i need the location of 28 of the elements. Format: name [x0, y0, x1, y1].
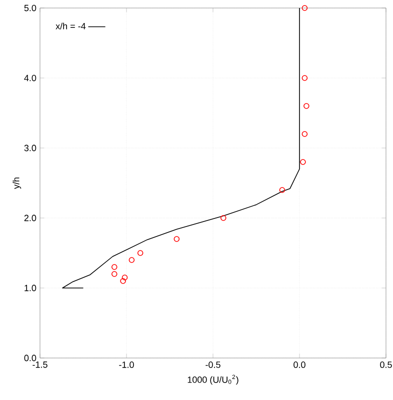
point	[128, 257, 135, 263]
y-axis-title: y/h	[12, 178, 22, 189]
x-tick-label: 0.0	[294, 362, 306, 368]
y-tick-label: 0.0	[24, 354, 36, 362]
y-tick-label: 3.0	[24, 144, 36, 152]
x-tick-label: -1.5	[32, 362, 48, 368]
point	[174, 236, 180, 242]
point	[137, 250, 144, 256]
point	[302, 5, 308, 11]
point	[122, 274, 128, 280]
x-tick-label: 0.5	[380, 362, 392, 368]
point	[302, 131, 308, 137]
point	[111, 264, 118, 270]
y-tick-label: 2.0	[24, 214, 36, 222]
point	[220, 215, 226, 221]
x-tick-label: -0.5	[206, 362, 220, 368]
legend-label: x/h = -4	[56, 22, 86, 30]
y-tick-label: 4.0	[24, 74, 36, 82]
point	[111, 271, 118, 277]
point	[304, 103, 310, 109]
point	[302, 75, 308, 81]
point	[279, 187, 286, 193]
point	[120, 278, 126, 284]
x-axis-title: 1000 (U/U$_{0}$$^{2}$)	[188, 374, 238, 385]
point	[300, 159, 306, 165]
x-tick-label: -1.0	[119, 362, 134, 368]
y-tick-label: 1.0	[24, 284, 36, 292]
y-tick-label: 5.0	[24, 4, 36, 12]
